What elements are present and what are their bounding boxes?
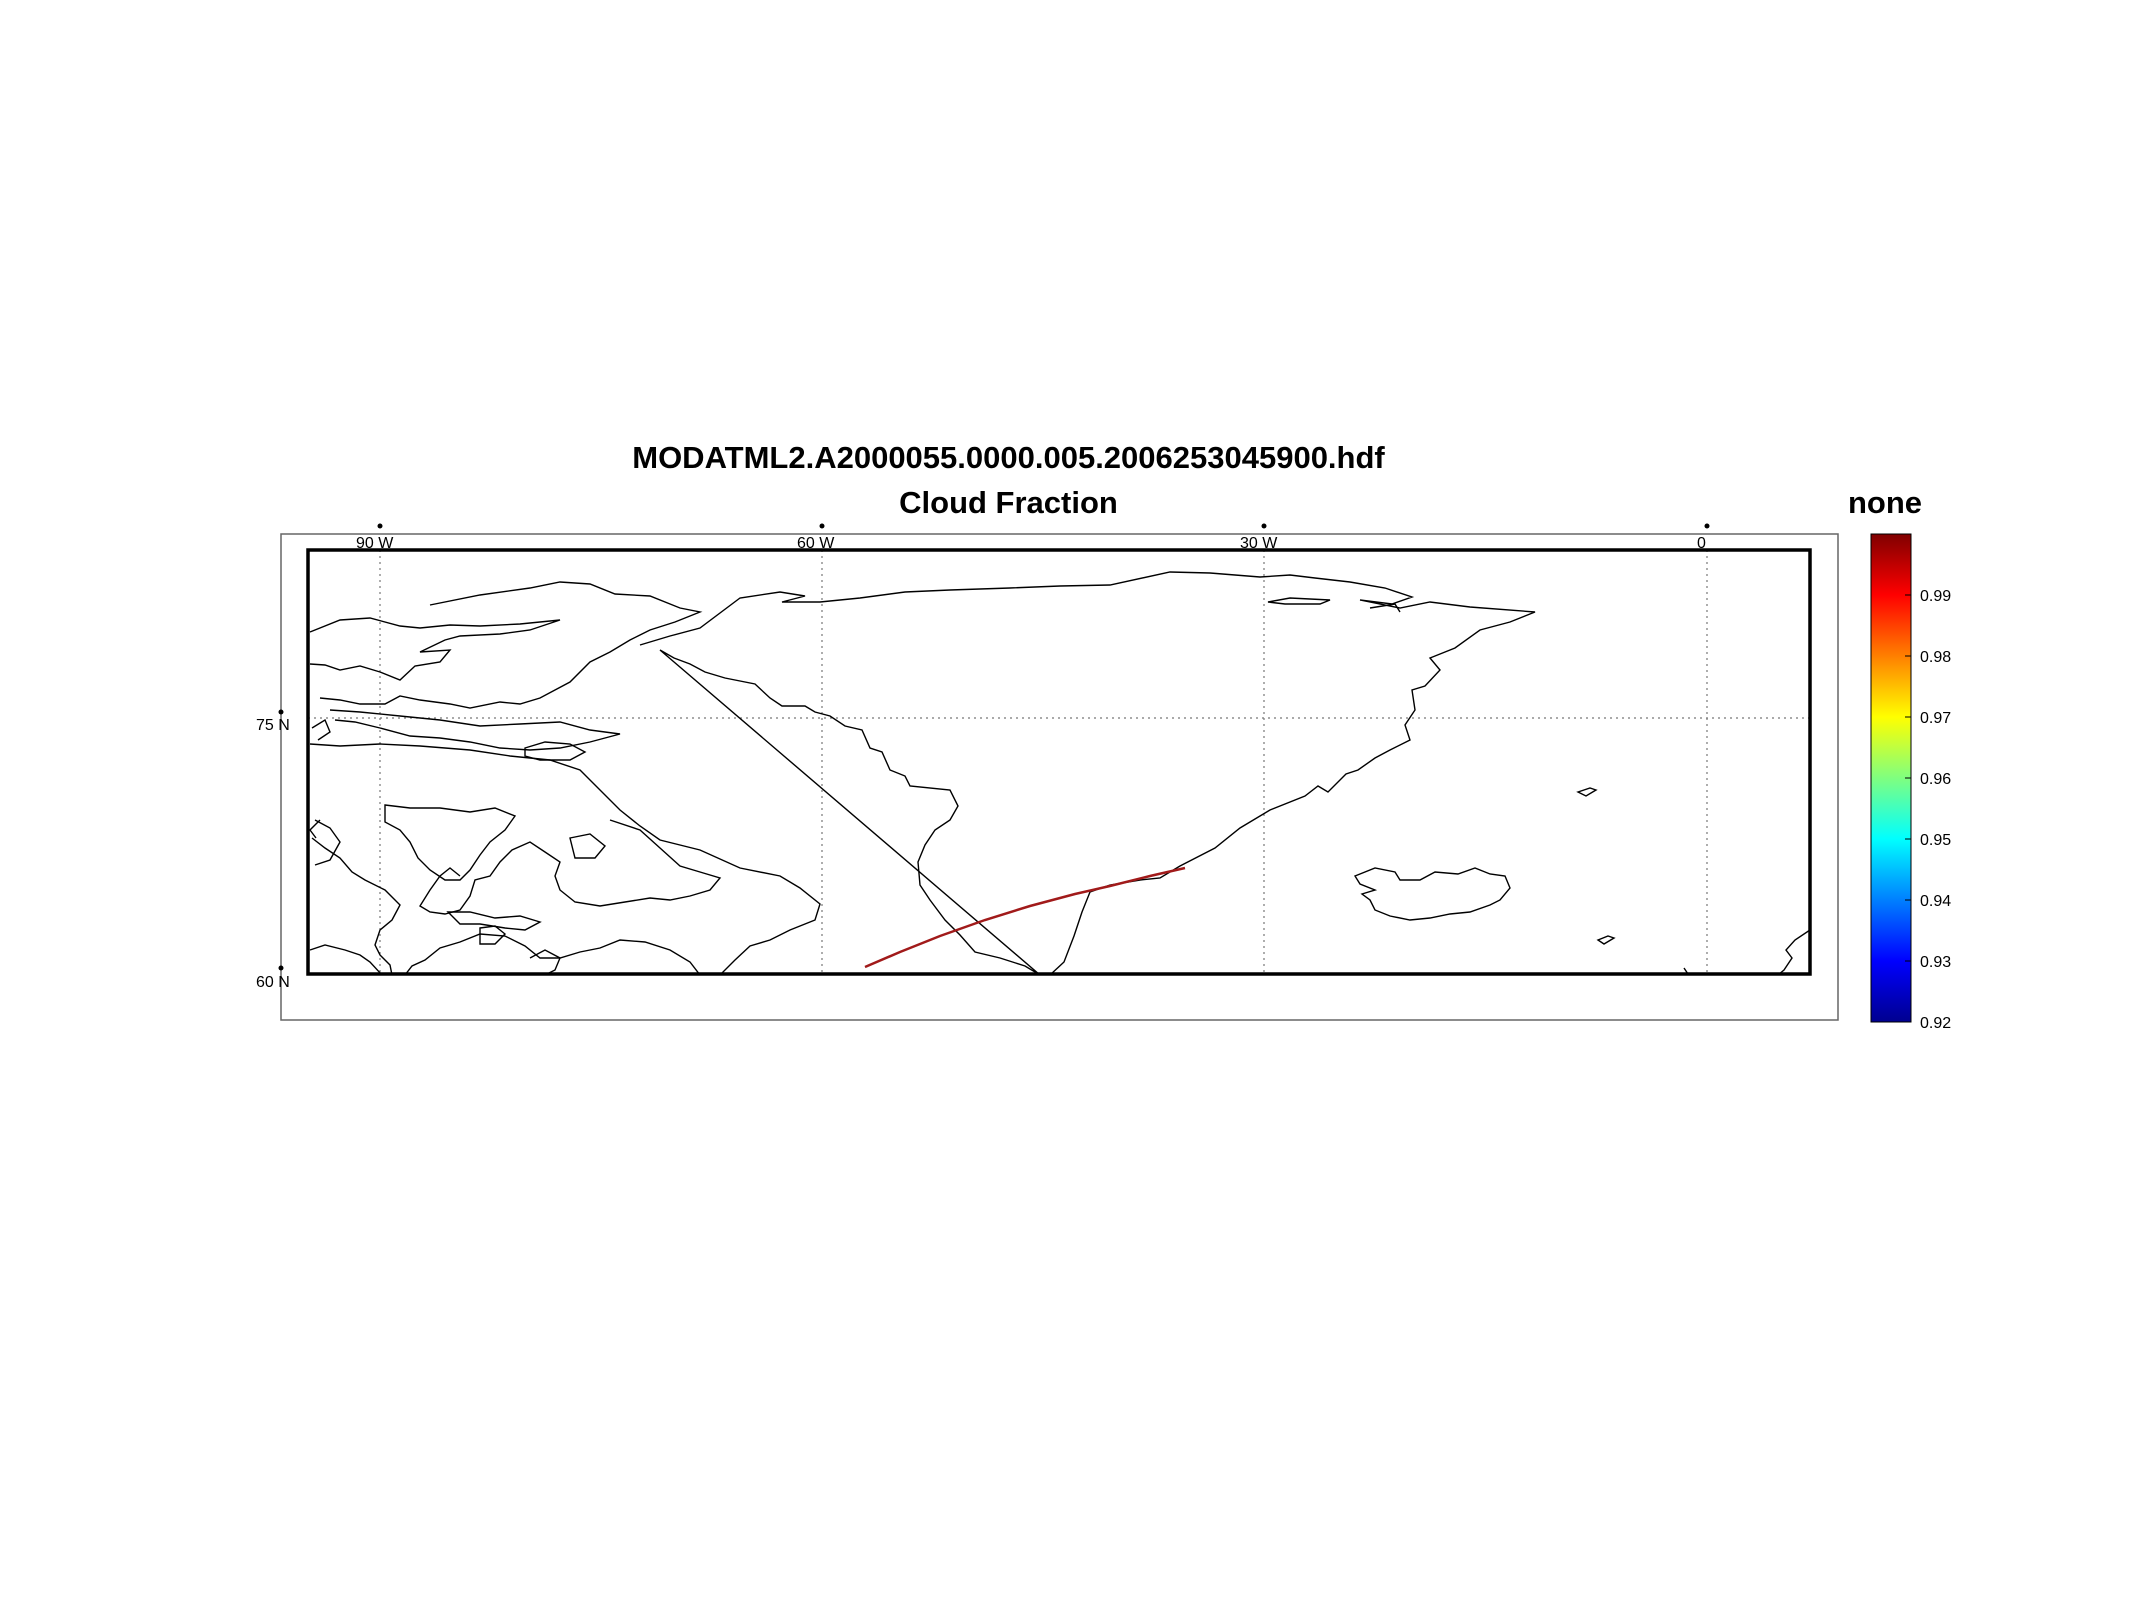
coastline-greenland-east — [1369, 603, 1401, 613]
colorbar-tick-label: 0.99 — [1920, 588, 1951, 605]
figure-subtitle: Cloud Fraction — [899, 485, 1118, 520]
axes-outer-box — [280, 533, 1839, 1021]
lon-label-90w: 90 W — [356, 535, 394, 552]
coastline-ellesmere — [319, 581, 703, 709]
lat-label-60n: 60 N — [256, 974, 290, 991]
coastline-hudson-west — [314, 819, 341, 866]
coastline-devon — [309, 617, 561, 681]
lon-label-30w: 30 W — [1240, 535, 1278, 552]
coastline-bylot — [524, 741, 587, 761]
swath-data — [864, 866, 1186, 969]
lon-label-0: 0 — [1697, 535, 1706, 552]
colorbar-tick-label: 0.95 — [1920, 832, 1951, 849]
coastline-greenland-inlet — [1267, 597, 1331, 605]
coastline-faroes — [1596, 935, 1616, 945]
figure-title: MODATML2.A2000055.0000.005.2006253045900… — [632, 440, 1385, 475]
colorbar-tick-label: 0.93 — [1920, 954, 1951, 971]
colorbar-tick-label: 0.96 — [1920, 771, 1951, 788]
colorbar-title: none — [1848, 485, 1923, 520]
coastline-west-tip — [311, 718, 331, 741]
coastline-island-b — [446, 911, 542, 931]
coastline-west-tip2 — [309, 819, 321, 839]
colorbar-tick-label: 0.92 — [1920, 1015, 1951, 1032]
coastline-island-small — [569, 833, 606, 859]
coastline-somerset — [384, 804, 517, 881]
colorbar-tick-label: 0.97 — [1920, 710, 1951, 727]
coastlines — [309, 571, 1810, 974]
coastline-southampton — [419, 819, 722, 915]
map-frame — [306, 548, 1812, 976]
coastline-greenland — [639, 571, 1536, 974]
coastline-baffin — [309, 743, 821, 974]
colorbar-tick-label: 0.98 — [1920, 649, 1951, 666]
coastline-hudson — [309, 944, 383, 974]
lon-label-60w: 60 W — [797, 535, 835, 552]
coastline-norway — [1778, 929, 1810, 974]
lat-label-75n: 75 N — [256, 717, 290, 734]
colorbar-tick-label: 0.94 — [1920, 893, 1951, 910]
graticule — [308, 550, 1810, 974]
coastline-ungava — [529, 949, 561, 974]
coastline-baffin-north — [329, 709, 621, 751]
colorbar — [1870, 533, 1912, 1023]
coastline-iceland — [1353, 867, 1511, 921]
coastline-jan-mayen — [1576, 787, 1598, 797]
lon-ticks — [278, 523, 1710, 971]
colorbar-ticks — [1905, 594, 1911, 962]
